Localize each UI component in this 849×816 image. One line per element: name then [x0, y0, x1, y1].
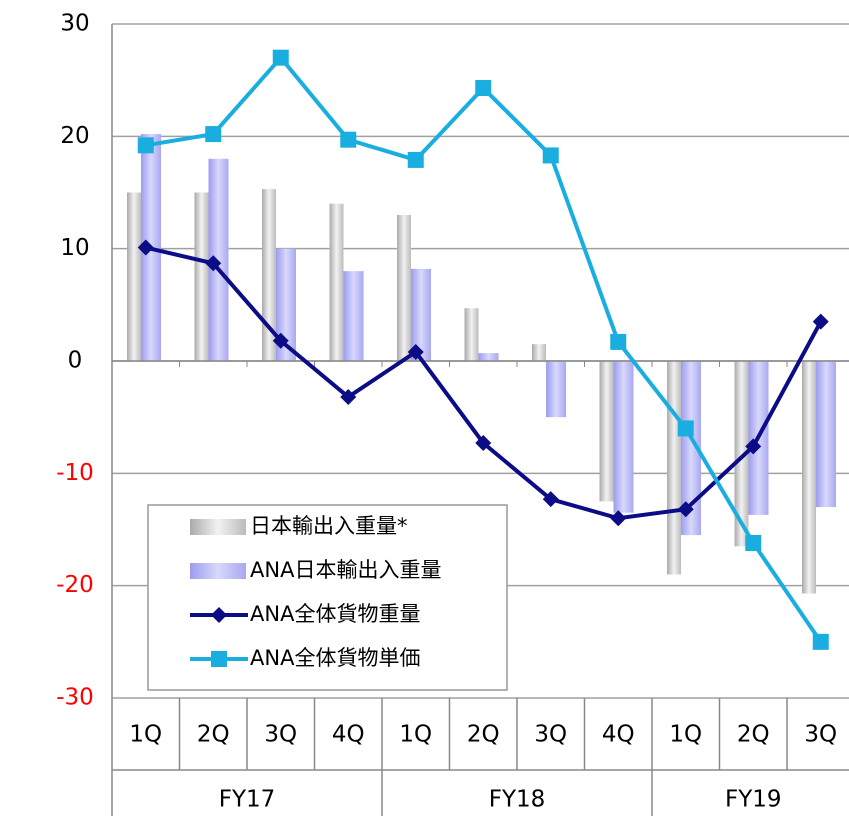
point [610, 333, 627, 350]
point [407, 151, 424, 168]
bar [546, 361, 566, 418]
point [205, 255, 222, 272]
x-tick-label: 1Q [129, 722, 162, 748]
x-tick-label: 2Q [737, 722, 770, 748]
y-tick-label: -10 [56, 460, 94, 486]
y-tick-label: 30 [60, 11, 89, 37]
y-tick-label: 10 [60, 235, 89, 261]
point [745, 438, 762, 455]
bar [613, 361, 634, 513]
y-tick-label: 0 [68, 348, 83, 374]
point [610, 510, 627, 527]
point [340, 131, 357, 148]
bar [127, 192, 141, 361]
group-label: FY18 [489, 787, 546, 813]
x-tick-label: 1Q [399, 722, 432, 748]
point [812, 633, 829, 650]
point [211, 651, 227, 667]
x-tick-label: 3Q [264, 722, 297, 748]
point [812, 313, 829, 330]
point [677, 420, 694, 437]
line [145, 245, 823, 521]
bar [276, 248, 296, 361]
x-tick-label: 1Q [669, 722, 702, 748]
x-tick-label: 4Q [332, 722, 365, 748]
bar [599, 361, 614, 502]
y-tick-label: 20 [60, 123, 89, 149]
bar [667, 361, 681, 575]
bar [816, 361, 836, 508]
legend-label: ANA全体貨物単価 [250, 646, 420, 670]
point [340, 388, 357, 405]
bar [734, 361, 749, 547]
point [542, 147, 559, 164]
point [475, 435, 492, 452]
x-tick-label: 2Q [197, 722, 230, 748]
point [211, 607, 227, 623]
legend-swatch [190, 519, 246, 535]
point [137, 137, 154, 154]
group-label: FY19 [725, 787, 782, 813]
x-tick-label: 3Q [804, 722, 837, 748]
bar [478, 353, 499, 361]
point [272, 332, 289, 349]
point [745, 534, 762, 551]
bar [411, 268, 431, 361]
group-label: FY17 [219, 787, 276, 813]
bar [343, 271, 364, 361]
x-tick-label: 4Q [602, 722, 635, 748]
point [677, 501, 694, 518]
legend-label: ANA全体貨物重量 [250, 602, 420, 626]
x-tick-label: 2Q [467, 722, 500, 748]
point [475, 80, 492, 97]
legend-label: 日本輸出入重量* [250, 514, 408, 538]
bar [681, 361, 701, 536]
y-tick-label: -30 [56, 685, 94, 711]
bar [329, 203, 344, 361]
legend-label: ANA日本輸出入重量 [250, 558, 441, 582]
bar [208, 158, 229, 361]
point [542, 491, 559, 508]
point [205, 126, 222, 143]
bar [802, 361, 816, 594]
legend: 日本輸出入重量* ANA日本輸出入重量 ANA全体貨物重量 ANA全体貨物単価 [147, 504, 508, 691]
bar [464, 308, 479, 361]
y-tick-label: -20 [56, 572, 94, 598]
bar [532, 344, 546, 361]
bar [194, 192, 209, 361]
point [137, 239, 154, 256]
x-tick-label: 3Q [534, 722, 567, 748]
legend-swatch [190, 563, 246, 579]
bar [397, 214, 411, 361]
bar [262, 189, 276, 361]
point [407, 344, 424, 361]
point [272, 49, 289, 66]
